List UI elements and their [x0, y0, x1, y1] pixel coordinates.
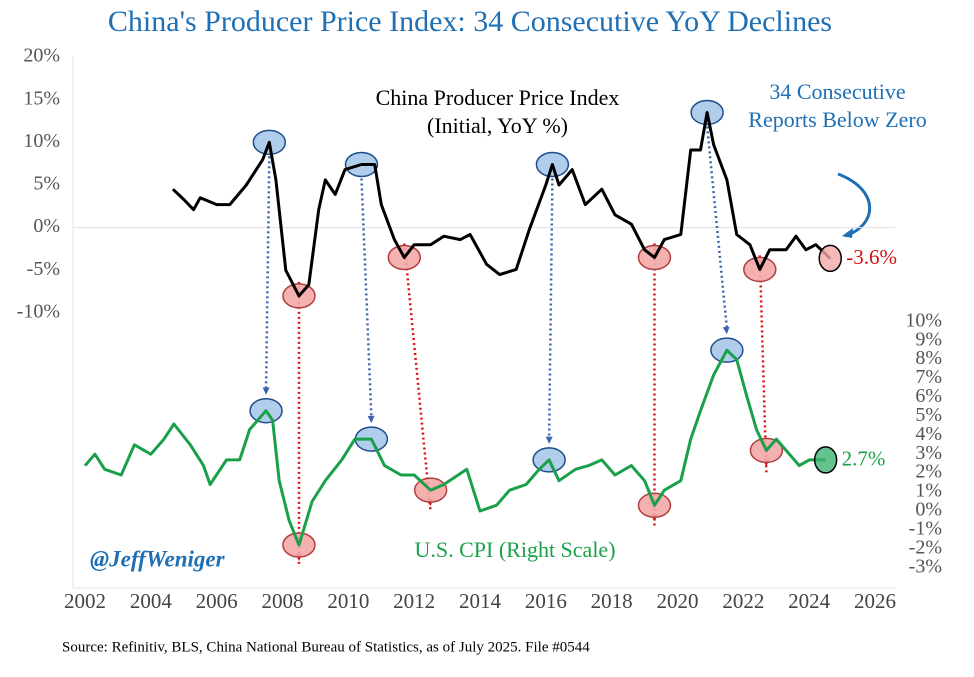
annotation-arrow [837, 172, 872, 238]
y2-tick-label: 3% [915, 442, 942, 464]
y2-tick-label: -2% [909, 536, 942, 558]
link-arrow [705, 126, 729, 329]
y-tick-label: 10% [23, 130, 60, 152]
link-arrow [547, 178, 554, 438]
x-tick-label: 2010 [327, 589, 369, 613]
y-tick-label: -5% [27, 258, 60, 280]
x-tick-label: 2012 [393, 589, 435, 613]
y2-tick-label: -3% [909, 555, 942, 577]
y2-tick-label: 0% [915, 499, 942, 521]
x-tick-label: 2002 [64, 589, 106, 613]
y2-tick-label: 9% [915, 328, 942, 350]
link-arrowhead [722, 326, 730, 335]
x-tick-label: 2020 [657, 589, 699, 613]
y2-tick-label: 8% [915, 347, 942, 369]
cpi-series-label: U.S. CPI (Right Scale) [414, 537, 616, 562]
ppi-series-label: China Producer Price Index (Initial, YoY… [375, 85, 620, 138]
end-value-label: 2.7% [842, 447, 886, 471]
y-tick-label: -10% [17, 301, 60, 323]
annotation-arrowhead [842, 228, 853, 238]
y-tick-label: 15% [23, 87, 60, 109]
link-arrow [264, 156, 271, 389]
y2-tick-label: 7% [915, 366, 942, 388]
link-arrowhead [367, 415, 375, 424]
y2-tick-label: 5% [915, 404, 942, 426]
x-tick-label: 2004 [130, 589, 173, 613]
annotation: 34 Consecutive Reports Below Zero [748, 79, 927, 132]
y-tick-label: 20% [23, 45, 60, 67]
link-arrowhead [545, 436, 553, 444]
series-line [171, 111, 832, 298]
x-tick-label: 2008 [262, 589, 304, 613]
y2-tick-label: 2% [915, 461, 942, 483]
end-point-circle [818, 244, 842, 273]
y-tick-label: 5% [33, 173, 60, 195]
x-tick-label: 2016 [525, 589, 567, 613]
y-tick-label: 0% [33, 215, 60, 237]
source: Source: Refinitiv, BLS, China National B… [62, 639, 590, 655]
end-point-circle [813, 446, 838, 474]
link-arrow [360, 178, 373, 418]
x-tick-label: 2006 [196, 589, 238, 613]
link-arrow [403, 243, 432, 513]
link-arrowhead [262, 387, 270, 395]
chart-title: China's Producer Price Index: 34 Consecu… [108, 5, 832, 38]
y2-tick-label: -1% [909, 517, 942, 539]
credit: @JeffWeniger [90, 546, 226, 571]
y2-tick-label: 1% [915, 480, 942, 502]
series-line [83, 348, 826, 547]
x-tick-label: 2026 [854, 589, 896, 613]
link-arrow [758, 255, 768, 473]
x-tick-label: 2018 [591, 589, 633, 613]
x-tick-label: 2024 [788, 589, 831, 613]
x-tick-label: 2014 [459, 589, 502, 613]
y2-tick-label: 4% [915, 423, 942, 445]
y2-tick-label: 10% [905, 309, 942, 331]
y2-tick-label: 6% [915, 385, 942, 407]
x-tick-label: 2022 [722, 589, 764, 613]
end-value-label: -3.6% [846, 245, 897, 269]
